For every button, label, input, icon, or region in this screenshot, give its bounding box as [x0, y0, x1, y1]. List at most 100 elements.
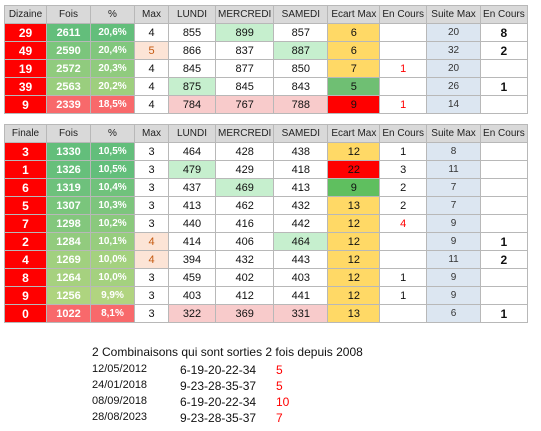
cell-percent: 20,3%	[90, 59, 135, 78]
col-header-samedi: SAMEDI	[273, 5, 329, 24]
table-row: 29 2611 20,6% 4 855 899 857 6 20 8	[4, 23, 528, 42]
cell-count: 1298	[46, 214, 91, 233]
cell-max: 4	[134, 95, 169, 114]
cell-lundi: 875	[168, 77, 216, 96]
cell-ecart-max: 6	[327, 23, 381, 42]
cell-lundi: 437	[168, 178, 216, 197]
cell-lundi: 845	[168, 59, 216, 78]
cell-count: 2590	[46, 41, 91, 60]
cell-ecart-max: 12	[327, 214, 381, 233]
table-row: 1 1326 10,5% 3 479 429 418 22 3 11	[4, 160, 528, 179]
combinations-title: 2 Combinaisons qui sont sorties 2 fois d…	[92, 345, 363, 359]
combination-numbers: 9-23-28-35-37	[180, 379, 257, 393]
cell-ecart-max: 12	[327, 232, 381, 251]
cell-percent: 10,2%	[90, 214, 135, 233]
cell-number: 5	[4, 196, 47, 215]
cell-ecart-max: 5	[327, 77, 381, 96]
cell-mercredi: 432	[214, 250, 275, 269]
cell-percent: 10,5%	[90, 142, 135, 161]
finale-table: Finale Fois% Max LUNDI MERCREDI SAMEDI Ecart M…	[4, 124, 528, 323]
cell-lundi: 414	[168, 232, 216, 251]
cell-en-cours	[379, 41, 428, 60]
cell-number: 9	[4, 95, 47, 114]
cell-ecart-max: 13	[327, 304, 381, 323]
cell-mercredi: 429	[214, 160, 275, 179]
cell-count: 1264	[46, 268, 91, 287]
cell-samedi: 442	[273, 214, 329, 233]
cell-max: 3	[134, 142, 169, 161]
combination-numbers: 6-19-20-22-34	[180, 363, 257, 377]
table-row: 3 1330 10,5% 3 464 428 438 12 1 8	[4, 142, 528, 161]
table-row: 9 2339 18,5% 4 784 767 788 9 1 14	[4, 95, 528, 114]
cell-samedi: 331	[273, 304, 329, 323]
cell-en-cours	[379, 304, 428, 323]
cell-en-cours-2	[480, 95, 528, 114]
cell-samedi: 438	[273, 142, 329, 161]
cell-number: 39	[4, 77, 47, 96]
col-header-max: Max	[134, 5, 169, 24]
cell-en-cours-2: 2	[480, 41, 528, 60]
cell-number: 6	[4, 178, 47, 197]
col-header-number: Finale	[4, 124, 47, 143]
cell-number: 7	[4, 214, 47, 233]
cell-samedi: 788	[273, 95, 329, 114]
cell-number: 1	[4, 160, 47, 179]
cell-suite-max: 8	[426, 142, 482, 161]
cell-ecart-max: 12	[327, 250, 381, 269]
cell-en-cours-2	[480, 214, 528, 233]
combination-count: 5	[276, 379, 283, 393]
combination-date: 08/09/2018	[92, 395, 148, 407]
cell-percent: 10,0%	[90, 268, 135, 287]
col-header-number: Dizaine	[4, 5, 47, 24]
cell-en-cours: 2	[379, 196, 428, 215]
cell-percent: 10,5%	[90, 160, 135, 179]
cell-lundi: 479	[168, 160, 216, 179]
cell-number: 0	[4, 304, 47, 323]
col-header-count: Fois	[46, 5, 91, 24]
cell-mercredi: 899	[214, 23, 275, 42]
cell-max: 5	[134, 41, 169, 60]
col-header-lundi: LUNDI	[168, 5, 216, 24]
cell-suite-max: 11	[426, 160, 482, 179]
cell-suite-max: 9	[426, 268, 482, 287]
cell-en-cours-2	[480, 196, 528, 215]
combination-numbers: 9-23-28-35-37	[180, 411, 257, 425]
cell-en-cours: 1	[379, 268, 428, 287]
cell-lundi: 413	[168, 196, 216, 215]
cell-mercredi: 412	[214, 286, 275, 305]
cell-en-cours: 1	[379, 286, 428, 305]
cell-percent: 18,5%	[90, 95, 135, 114]
cell-en-cours-2	[480, 160, 528, 179]
col-header-mercredi: MERCREDI	[214, 5, 275, 24]
cell-max: 3	[134, 286, 169, 305]
cell-samedi: 418	[273, 160, 329, 179]
cell-percent: 20,4%	[90, 41, 135, 60]
col-header-lundi: LUNDI	[168, 124, 216, 143]
cell-number: 29	[4, 23, 47, 42]
cell-ecart-max: 12	[327, 268, 381, 287]
cell-ecart-max: 9	[327, 178, 381, 197]
col-header-count: Fois	[46, 124, 91, 143]
cell-samedi: 432	[273, 196, 329, 215]
col-header-en-cours: En Cours	[379, 5, 428, 24]
col-header-percent: %	[90, 124, 135, 143]
cell-samedi: 413	[273, 178, 329, 197]
cell-mercredi: 406	[214, 232, 275, 251]
cell-max: 4	[134, 232, 169, 251]
cell-mercredi: 877	[214, 59, 275, 78]
table-row: 49 2590 20,4% 5 866 837 887 6 32 2	[4, 41, 528, 60]
cell-en-cours-2: 1	[480, 304, 528, 323]
cell-mercredi: 845	[214, 77, 275, 96]
cell-en-cours-2	[480, 59, 528, 78]
cell-percent: 9,9%	[90, 286, 135, 305]
cell-lundi: 440	[168, 214, 216, 233]
cell-count: 2611	[46, 23, 91, 42]
cell-ecart-max: 7	[327, 59, 381, 78]
col-header-en-cours-2: En Cours	[480, 5, 528, 24]
cell-en-cours: 1	[379, 59, 428, 78]
cell-suite-max: 32	[426, 41, 482, 60]
cell-count: 1319	[46, 178, 91, 197]
combination-count: 5	[276, 363, 283, 377]
col-header-en-cours: En Cours	[379, 124, 428, 143]
cell-en-cours-2	[480, 178, 528, 197]
